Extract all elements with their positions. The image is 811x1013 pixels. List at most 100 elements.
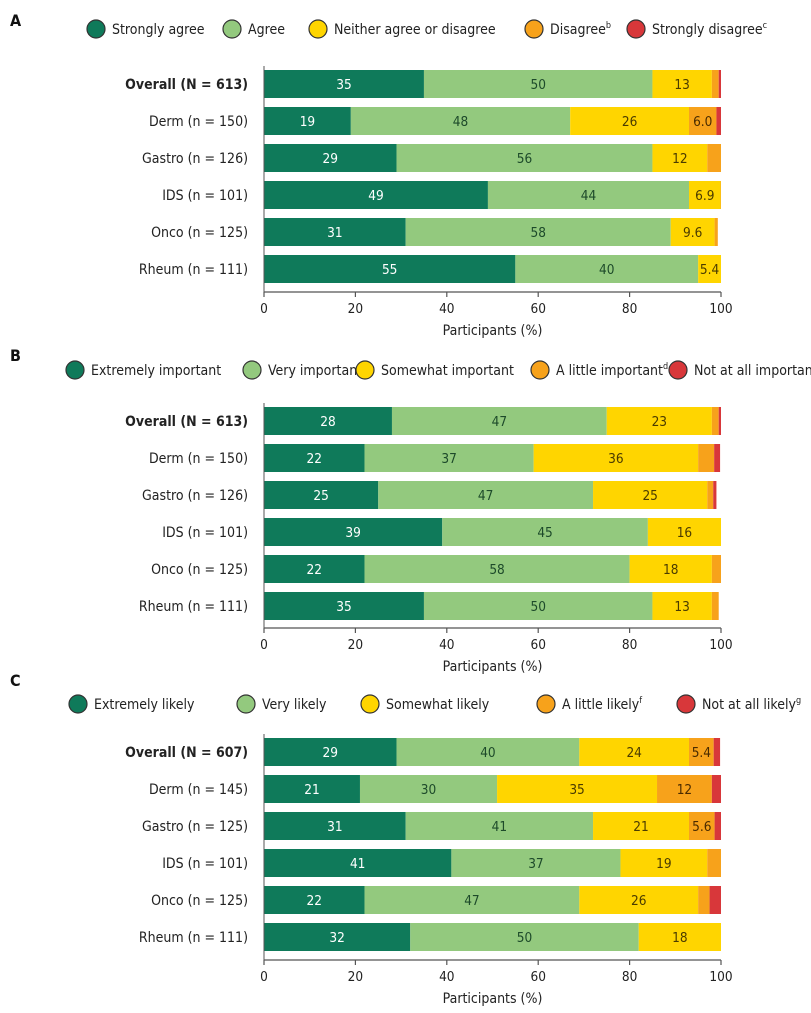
- bar-segment: [396, 738, 580, 766]
- bar-segment: [711, 555, 721, 583]
- data-label: 24: [626, 745, 642, 761]
- x-tick-label: 20: [348, 969, 363, 985]
- data-label: 12: [672, 151, 687, 167]
- x-axis-title: Participants (%): [443, 323, 543, 339]
- x-tick-label: 80: [622, 637, 637, 653]
- x-tick-label: 0: [260, 637, 268, 653]
- bar-segment: [689, 107, 717, 135]
- category-label: Rheum (n = 111): [139, 930, 248, 946]
- bar-segment: [264, 592, 424, 620]
- data-label: 28: [320, 414, 335, 430]
- legend-item: Somewhat likely: [360, 694, 490, 714]
- data-label: 26: [622, 114, 637, 130]
- data-label: 21: [633, 819, 648, 835]
- x-tick-label: 60: [530, 301, 545, 317]
- bar-segment: [652, 144, 708, 172]
- data-label: 32: [329, 930, 344, 946]
- bar-segment: [714, 218, 718, 246]
- bar-segment: [264, 775, 360, 803]
- legend-marker: [676, 694, 696, 714]
- category-label: Gastro (n = 126): [142, 151, 248, 167]
- x-axis: 0 20 40 60 80 100 Participants (%): [260, 66, 733, 339]
- bar-segment: [579, 738, 690, 766]
- data-label: 39: [345, 525, 360, 541]
- legend-label: Extremely important: [91, 363, 221, 379]
- category-label: Overall (N = 613): [125, 77, 248, 93]
- legend-item: Strongly disagreec: [626, 19, 767, 39]
- data-label: 5.6: [692, 819, 711, 835]
- bar-segment: [698, 444, 715, 472]
- data-label: 30: [421, 782, 436, 798]
- bars: Overall (N = 607) 29 40 24 5.4 Derm (n = 145)…: [125, 738, 721, 951]
- legend-item: A little importantd: [530, 360, 668, 380]
- category-label: Gastro (n = 126): [142, 488, 248, 504]
- data-label: 47: [492, 414, 507, 430]
- bar-segment: [593, 812, 690, 840]
- data-label: 50: [530, 599, 545, 615]
- bar-segment: [606, 407, 712, 435]
- legend-marker: [222, 19, 242, 39]
- data-label: 16: [677, 525, 692, 541]
- bar-row: Gastro (n = 126) 25 47 25: [142, 481, 717, 509]
- bar-segment: [711, 70, 719, 98]
- bar-segment: [487, 181, 690, 209]
- data-label: 12: [677, 782, 692, 798]
- x-tick-label: 40: [439, 969, 454, 985]
- bar-segment: [713, 738, 721, 766]
- legend-footnote: c: [763, 21, 767, 31]
- bar-segment: [698, 886, 710, 914]
- data-label: 50: [530, 77, 545, 93]
- data-label: 6.0: [693, 114, 712, 130]
- legend-label: Not at all likelyg: [702, 696, 801, 713]
- bar-segment: [497, 775, 658, 803]
- legend-label: A little importantd: [556, 362, 668, 379]
- bar-segment: [647, 518, 721, 546]
- category-label: Rheum (n = 111): [139, 599, 248, 615]
- bar-segment: [264, 555, 365, 583]
- data-label: 23: [652, 414, 667, 430]
- legend: Extremely important Very important Somewha…: [65, 360, 811, 380]
- bar-segment: [264, 218, 406, 246]
- bar-segment: [570, 107, 690, 135]
- category-label: Gastro (n = 125): [142, 819, 248, 835]
- bar-segment: [264, 518, 443, 546]
- bar-segment: [714, 444, 721, 472]
- bar-segment: [533, 444, 699, 472]
- bar-segment: [711, 407, 719, 435]
- bars: Overall (N = 613) 35 50 13 Derm (n = 150) 19 4…: [125, 70, 721, 283]
- data-label: 29: [323, 745, 338, 761]
- data-label: 22: [307, 451, 322, 467]
- bar-segment: [364, 555, 630, 583]
- category-label: IDS (n = 101): [162, 525, 248, 541]
- bar-segment: [451, 849, 621, 877]
- bar-segment: [264, 886, 365, 914]
- category-label: Derm (n = 150): [149, 451, 248, 467]
- bar-segment: [264, 812, 406, 840]
- legend-label: Strongly agree: [112, 22, 205, 38]
- data-label: 36: [608, 451, 623, 467]
- data-label: 41: [492, 819, 507, 835]
- data-label: 19: [300, 114, 315, 130]
- legend-item: Strongly agree: [86, 19, 205, 39]
- data-label: 29: [323, 151, 338, 167]
- legend-item: Agree: [222, 19, 285, 39]
- data-label: 22: [307, 562, 322, 578]
- legend-label: Very important: [268, 363, 362, 379]
- bar-segment: [405, 812, 594, 840]
- x-tick-label: 40: [439, 637, 454, 653]
- data-label: 22: [307, 893, 322, 909]
- data-label: 19: [656, 856, 671, 872]
- category-label: IDS (n = 101): [162, 188, 248, 204]
- legend-label: Neither agree or disagree: [334, 22, 496, 38]
- bar-segment: [264, 255, 516, 283]
- data-label: 50: [517, 930, 532, 946]
- x-tick-label: 20: [348, 637, 363, 653]
- x-tick-label: 20: [348, 301, 363, 317]
- bar-segment: [579, 886, 699, 914]
- data-label: 47: [464, 893, 479, 909]
- data-label: 31: [327, 225, 342, 241]
- legend-marker: [524, 19, 544, 39]
- data-label: 13: [674, 77, 689, 93]
- bar-segment: [638, 923, 721, 951]
- category-label: Derm (n = 145): [149, 782, 248, 798]
